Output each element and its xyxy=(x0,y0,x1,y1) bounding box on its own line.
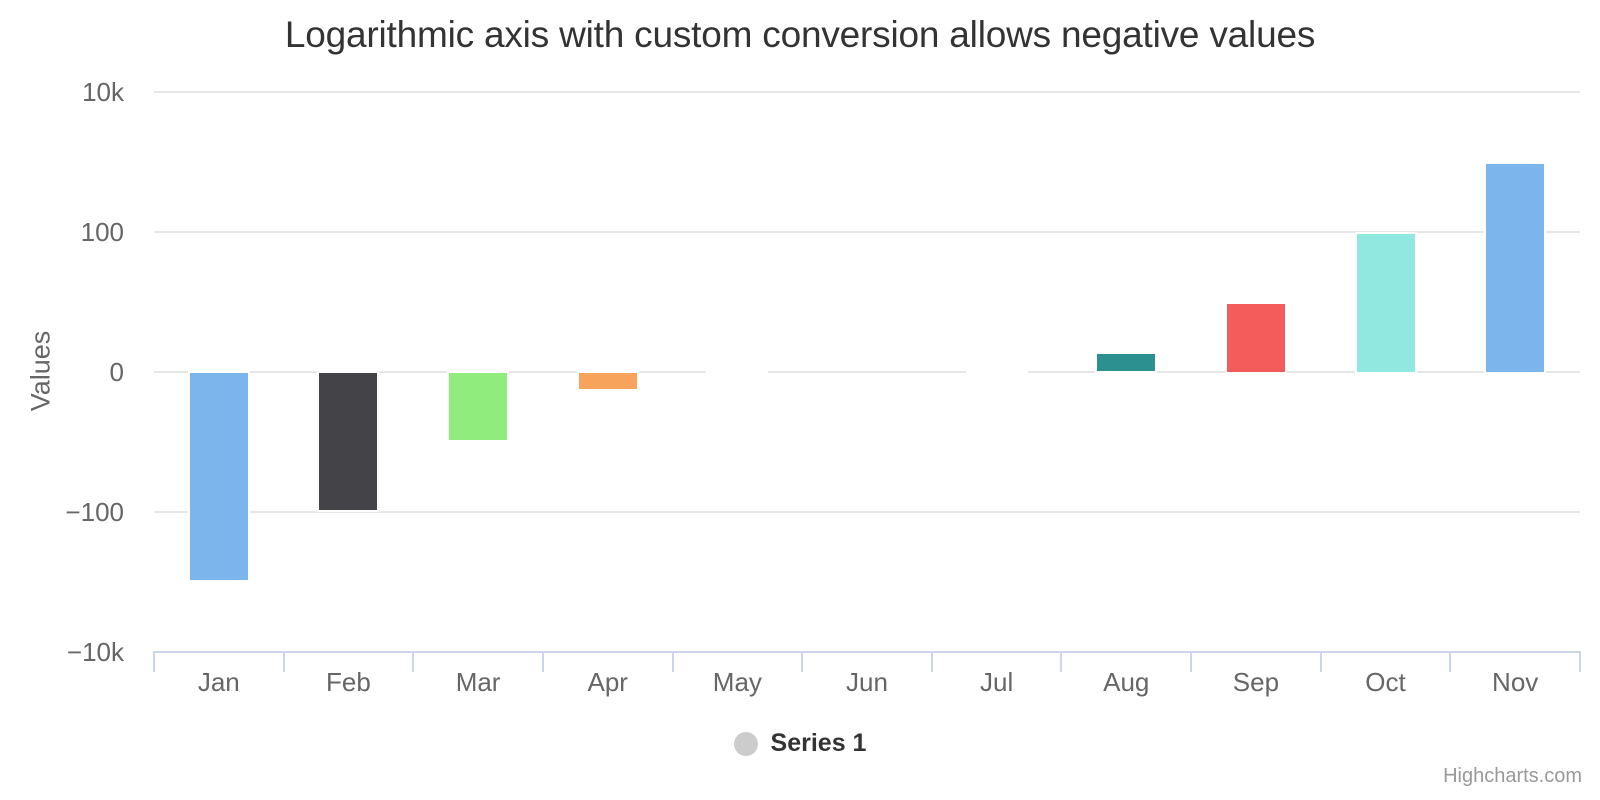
x-axis-label-sep: Sep xyxy=(1232,667,1280,697)
x-axis-label-nov: Nov xyxy=(1492,667,1539,697)
x-axis-label-jul: Jul xyxy=(980,667,1014,697)
bar-oct[interactable] xyxy=(1354,231,1417,374)
legend-series-label: Series 1 xyxy=(770,729,867,757)
y-gridline-10k xyxy=(154,90,1580,93)
x-axis-label-may: May xyxy=(712,667,762,697)
y-axis-label-−10k: −10k xyxy=(66,636,124,667)
x-axis-tick xyxy=(930,651,933,672)
legend-item-series-1[interactable]: Series 1 xyxy=(0,729,1600,758)
bar-may[interactable] xyxy=(706,368,769,375)
x-axis-tick xyxy=(1190,651,1193,672)
x-axis-tick xyxy=(153,651,155,672)
y-axis-label-0: 0 xyxy=(109,356,124,387)
x-axis-label-aug: Aug xyxy=(1103,667,1150,697)
y-axis-label-10k: 10k xyxy=(82,76,124,107)
chart-title: Logarithmic axis with custom conversion … xyxy=(284,14,1316,55)
x-axis-tick xyxy=(1579,651,1581,672)
bar-jan[interactable] xyxy=(187,370,250,582)
x-axis-label-mar: Mar xyxy=(455,667,501,697)
x-axis-label-jan: Jan xyxy=(197,667,240,697)
y-gridline-100 xyxy=(154,230,1580,233)
y-gridline-0 xyxy=(154,370,1580,373)
bar-mar[interactable] xyxy=(447,370,510,442)
x-axis-tick xyxy=(671,651,674,672)
bar-aug[interactable] xyxy=(1095,351,1158,374)
x-axis-tick xyxy=(282,651,285,672)
x-axis-tick xyxy=(801,651,804,672)
y-gridline-−100 xyxy=(154,510,1580,513)
bar-sep[interactable] xyxy=(1224,301,1287,374)
x-axis-line xyxy=(153,651,1581,653)
bar-apr[interactable] xyxy=(576,370,639,391)
x-axis-tick xyxy=(412,651,415,672)
x-axis-label-jun: Jun xyxy=(846,667,888,697)
legend-marker-icon xyxy=(733,731,758,756)
bar-jul[interactable] xyxy=(965,368,1028,375)
bar-nov[interactable] xyxy=(1484,161,1547,374)
x-axis-label-apr: Apr xyxy=(587,667,628,697)
y-axis-label-−100: −100 xyxy=(65,496,124,527)
x-axis-tick xyxy=(1319,651,1322,672)
x-axis-tick xyxy=(1449,651,1452,672)
x-axis-tick xyxy=(1060,651,1063,672)
x-axis-label-feb: Feb xyxy=(326,667,371,697)
x-axis-label-oct: Oct xyxy=(1365,667,1406,697)
bar-feb[interactable] xyxy=(317,370,380,512)
y-axis-label-100: 100 xyxy=(80,216,124,247)
x-axis-tick xyxy=(541,651,544,672)
highcharts-credits-link[interactable]: Highcharts.com xyxy=(1443,765,1582,787)
